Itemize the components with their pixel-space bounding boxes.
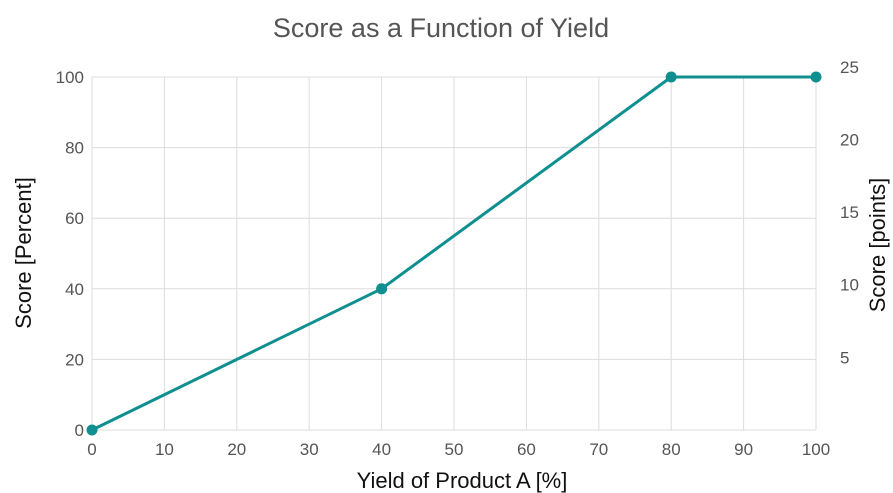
data-point xyxy=(665,71,677,83)
x-axis-title: Yield of Product A [%] xyxy=(357,468,568,493)
y-tick-label: 20 xyxy=(65,350,84,369)
y2-tick-label: 25 xyxy=(840,58,859,77)
data-point xyxy=(376,283,388,295)
data-point xyxy=(810,71,822,83)
y-tick-label: 40 xyxy=(65,280,84,299)
x-tick-label: 40 xyxy=(372,440,391,459)
series-group xyxy=(86,71,822,436)
x-axis-ticks: 0 10 20 30 40 50 60 70 80 90 100 xyxy=(87,440,830,459)
y-tick-label: 60 xyxy=(65,209,84,228)
y2-axis-title: Score [points] xyxy=(865,178,890,313)
chart-title: Score as a Function of Yield xyxy=(273,13,609,43)
y-tick-label: 100 xyxy=(56,68,84,87)
y2-axis-ticks: 5 10 15 20 25 xyxy=(840,58,859,368)
y2-tick-label: 5 xyxy=(840,348,849,367)
x-tick-label: 10 xyxy=(155,440,174,459)
series-line xyxy=(91,75,816,432)
x-tick-label: 30 xyxy=(300,440,319,459)
y2-tick-label: 15 xyxy=(840,203,859,222)
x-tick-label: 20 xyxy=(227,440,246,459)
y-tick-label: 80 xyxy=(65,139,84,158)
y2-tick-label: 10 xyxy=(840,276,859,295)
y2-tick-label: 20 xyxy=(840,130,859,149)
y-axis-ticks: 0 20 40 60 80 100 xyxy=(56,68,84,440)
y-axis-title: Score [Percent] xyxy=(11,177,36,329)
x-tick-label: 80 xyxy=(662,440,681,459)
x-tick-label: 100 xyxy=(802,440,830,459)
x-tick-label: 0 xyxy=(87,440,96,459)
x-tick-label: 50 xyxy=(445,440,464,459)
x-tick-label: 60 xyxy=(517,440,536,459)
x-tick-label: 90 xyxy=(734,440,753,459)
y-tick-label: 0 xyxy=(75,421,84,440)
data-point xyxy=(86,424,98,436)
x-tick-label: 70 xyxy=(589,440,608,459)
grid xyxy=(91,76,817,431)
